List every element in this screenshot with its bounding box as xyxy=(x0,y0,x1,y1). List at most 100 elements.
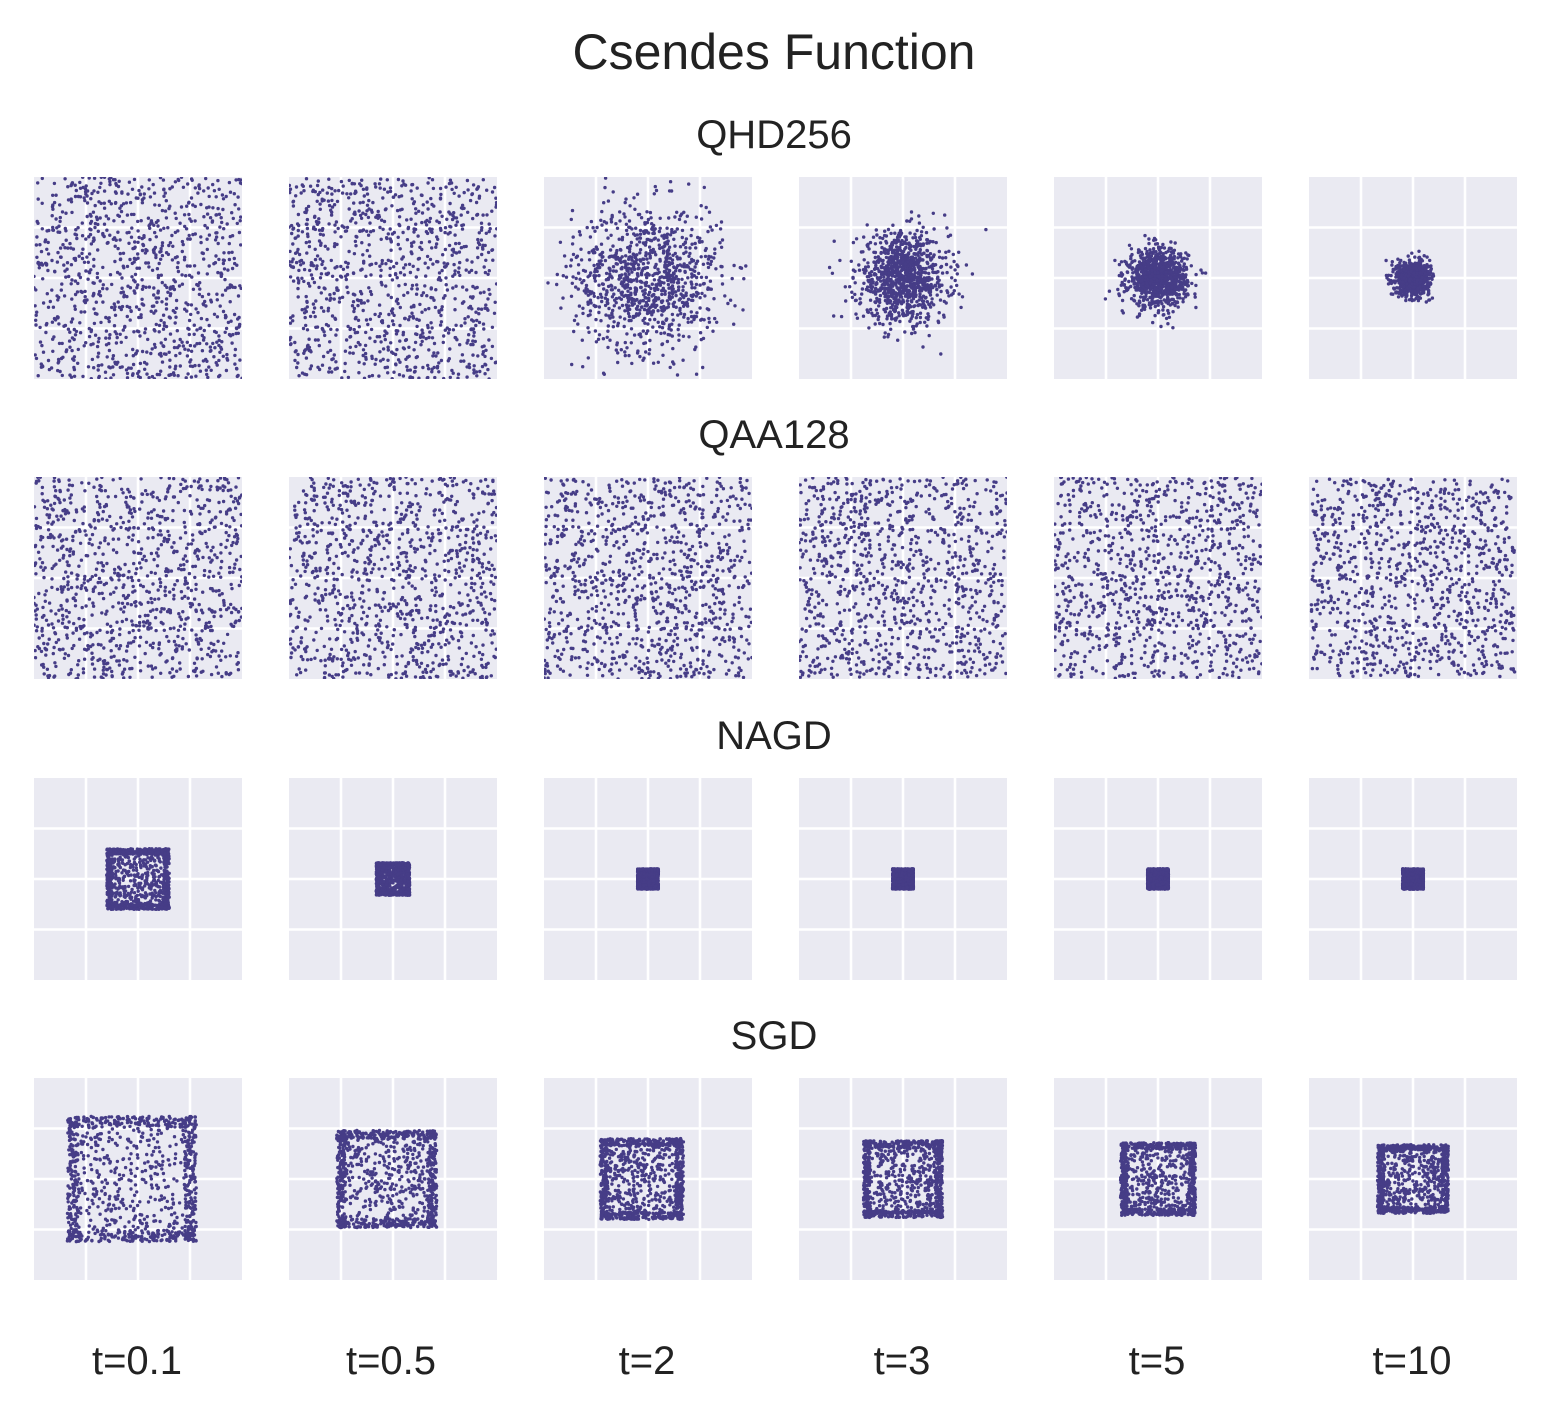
scatter-point xyxy=(51,207,55,211)
scatter-point xyxy=(853,269,857,273)
scatter-point xyxy=(201,359,206,363)
scatter-point xyxy=(456,372,461,376)
scatter-point xyxy=(677,333,681,337)
scatter-point xyxy=(472,334,476,338)
scatter-point xyxy=(58,230,62,234)
scatter-point xyxy=(610,313,614,317)
scatter-point xyxy=(435,366,440,370)
scatter-point xyxy=(867,271,872,275)
scatter-point xyxy=(119,209,124,214)
scatter-point xyxy=(45,321,49,326)
scatter-point xyxy=(665,271,669,275)
scatter-point xyxy=(744,264,748,268)
scatter-point xyxy=(1117,273,1121,278)
scatter-point xyxy=(431,262,435,266)
scatter-point xyxy=(57,359,61,364)
scatter-point xyxy=(917,250,922,255)
scatter-point xyxy=(361,228,366,232)
scatter-point xyxy=(219,271,223,275)
scatter-point xyxy=(711,329,715,333)
scatter-point xyxy=(414,207,418,211)
scatter-point xyxy=(236,195,240,199)
scatter-point xyxy=(351,300,356,304)
scatter-point xyxy=(881,262,885,266)
scatter-point xyxy=(300,371,305,375)
scatter-point xyxy=(358,229,362,233)
scatter-point xyxy=(646,261,650,265)
scatter-point xyxy=(135,349,139,353)
scatter-point xyxy=(99,181,103,185)
scatter-point xyxy=(317,343,321,348)
scatter-point xyxy=(330,274,335,278)
scatter-point xyxy=(65,267,69,271)
scatter-point xyxy=(124,353,128,357)
scatter-point xyxy=(686,316,690,321)
scatter-point xyxy=(430,246,434,250)
scatter-point xyxy=(113,313,118,317)
scatter-point xyxy=(127,366,131,370)
scatter-point xyxy=(58,255,63,259)
scatter-point xyxy=(642,293,646,297)
scatter-point xyxy=(361,348,366,352)
scatter-point xyxy=(348,351,352,355)
scatter-point xyxy=(653,298,657,302)
scatter-point xyxy=(686,297,691,301)
scatter-point xyxy=(237,230,242,235)
scatter-point xyxy=(623,353,627,358)
scatter-point xyxy=(92,366,96,370)
scatter-point xyxy=(176,177,180,182)
scatter-point xyxy=(218,225,222,229)
scatter-point xyxy=(1151,282,1156,286)
scatter-point xyxy=(397,373,402,377)
scatter-point xyxy=(176,229,180,233)
scatter-point xyxy=(692,274,696,278)
scatter-point xyxy=(386,358,390,362)
scatter-point xyxy=(570,281,574,285)
scatter-point xyxy=(878,293,883,298)
scatter-point xyxy=(694,261,698,266)
scatter-point xyxy=(918,276,922,280)
scatter-point xyxy=(492,311,497,315)
scatter-point xyxy=(629,327,634,331)
scatter-point xyxy=(188,237,192,241)
scatter-point xyxy=(901,257,905,261)
scatter-point xyxy=(178,364,182,368)
scatter-point xyxy=(639,285,643,290)
scatter-point xyxy=(559,306,563,310)
scatter-point xyxy=(185,354,190,358)
scatter-point xyxy=(875,299,879,303)
scatter-point xyxy=(162,194,166,198)
scatter-point xyxy=(667,296,671,300)
scatter-point xyxy=(591,226,595,230)
scatter-point xyxy=(135,286,139,290)
scatter-point xyxy=(661,251,666,255)
scatter-point xyxy=(858,302,862,306)
scatter-point xyxy=(944,262,949,267)
scatter-point xyxy=(239,243,242,247)
scatter-point xyxy=(424,223,429,227)
scatter-point xyxy=(410,197,414,201)
scatter-point xyxy=(932,227,936,231)
scatter-point xyxy=(690,227,694,232)
scatter-point xyxy=(678,269,682,273)
scatter-point xyxy=(625,332,629,336)
scatter-point xyxy=(652,278,657,282)
scatter-point xyxy=(1120,298,1125,303)
scatter-point xyxy=(208,349,212,353)
scatter-point xyxy=(338,274,343,278)
scatter-point xyxy=(125,231,129,235)
scatter-point xyxy=(296,276,300,280)
scatter-point xyxy=(874,265,878,270)
scatter-point xyxy=(873,272,877,276)
scatter-point xyxy=(1137,299,1142,303)
scatter-point xyxy=(445,262,450,266)
scatter-point xyxy=(483,270,488,275)
scatter-point xyxy=(652,231,656,236)
scatter-point xyxy=(85,201,90,205)
scatter-point xyxy=(605,335,609,339)
scatter-plot xyxy=(799,177,1007,379)
scatter-point xyxy=(114,238,118,242)
scatter-point xyxy=(409,189,413,193)
scatter-point xyxy=(1174,282,1178,286)
scatter-point xyxy=(311,310,316,314)
